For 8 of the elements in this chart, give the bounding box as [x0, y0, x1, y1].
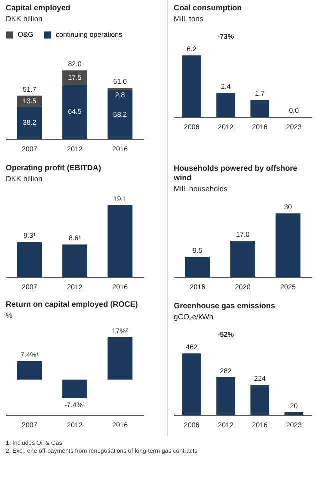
- bar: [250, 385, 270, 415]
- bar: [17, 107, 42, 139]
- bar: [284, 412, 304, 415]
- bar: [108, 90, 133, 139]
- bar: [62, 70, 88, 86]
- bar: [182, 354, 202, 415]
- bar: [62, 85, 88, 139]
- bar: [216, 378, 236, 415]
